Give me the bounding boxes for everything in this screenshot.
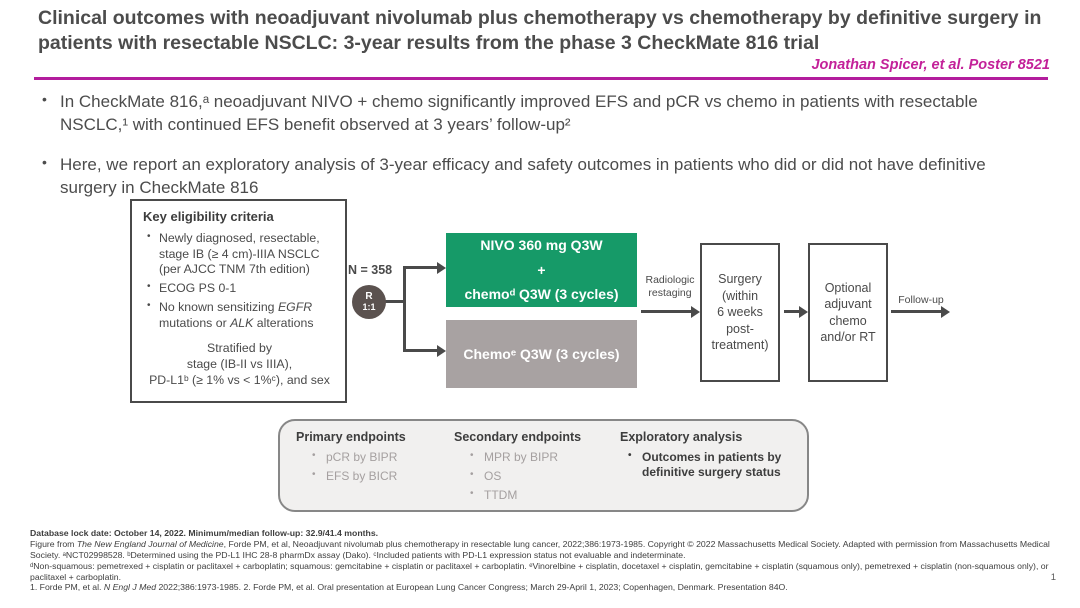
eligibility-box: Key eligibility criteria Newly diagnosed… — [130, 199, 347, 403]
adjuvant-box: Optional adjuvant chemo and/or RT — [808, 243, 888, 382]
enrollment-count: N = 358 — [348, 263, 393, 277]
secondary-endpoints-column: Secondary endpoints MPR by BIPR OS TTDM — [454, 430, 609, 507]
eligibility-item: Newly diagnosed, resectable, stage IB (≥… — [147, 231, 336, 278]
stratification-note: Stratified by stage (IB-II vs IIIA), PD-… — [149, 341, 330, 388]
endpoint-item: OS — [470, 469, 609, 484]
arrow-to-chemo-arm — [403, 344, 446, 357]
restaging-label: Radiologic restaging — [645, 274, 695, 299]
exploratory-analysis-column: Exploratory analysis Outcomes in patient… — [620, 430, 800, 484]
randomization-ratio: 1:1 — [362, 301, 376, 312]
author-attribution: Jonathan Spicer, et al. Poster 8521 — [811, 57, 1050, 73]
page-number: 1 — [1050, 572, 1056, 583]
secondary-endpoints-title: Secondary endpoints — [454, 430, 582, 444]
endpoint-item: pCR by BIPR — [312, 450, 446, 465]
eligibility-item: No known sensitizing EGFR mutations or A… — [147, 300, 336, 331]
surgery-box: Surgery (within 6 weeks post- treatment) — [700, 243, 780, 382]
surgery-label: Surgery (within 6 weeks post- treatment) — [711, 272, 769, 353]
randomization-r-label: R — [365, 291, 373, 303]
primary-endpoints-title: Primary endpoints — [296, 430, 406, 444]
arrow-to-surgery — [641, 305, 700, 318]
followup-label: Follow-up — [898, 294, 944, 306]
slide-title: Clinical outcomes with neoadjuvant nivol… — [38, 7, 1042, 55]
intro-bullet-list: In CheckMate 816,ᵃ neoadjuvant NIVO + ch… — [42, 90, 1010, 216]
footnote-references: 1. Forde PM, et al. N Engl J Med 2022;38… — [30, 582, 788, 593]
randomization-circle: R 1:1 — [352, 285, 386, 319]
endpoint-item: EFS by BICR — [312, 469, 446, 484]
followup-arrow — [891, 305, 950, 318]
nivo-arm-box: NIVO 360 mg Q3W + chemoᵈ Q3W (3 cycles) — [446, 233, 637, 307]
eligibility-item: ECOG PS 0-1 — [147, 281, 336, 297]
chemo-arm-box: Chemoᵉ Q3W (3 cycles) — [446, 320, 637, 388]
title-divider — [34, 77, 1048, 80]
endpoint-item: MPR by BIPR — [470, 450, 609, 465]
intro-bullet: In CheckMate 816,ᵃ neoadjuvant NIVO + ch… — [42, 90, 1010, 137]
primary-endpoints-column: Primary endpoints pCR by BIPR EFS by BIC… — [296, 430, 446, 488]
eligibility-title: Key eligibility criteria — [143, 209, 274, 224]
endpoint-item: Outcomes in patients by definitive surge… — [628, 450, 800, 480]
connector-stub — [383, 300, 405, 303]
adjuvant-label: Optional adjuvant chemo and/or RT — [820, 280, 876, 345]
endpoints-panel: Primary endpoints pCR by BIPR EFS by BIC… — [278, 419, 809, 512]
footnote-lock-date: Database lock date: October 14, 2022. Mi… — [30, 528, 379, 538]
footnote-regimens: ᵈNon-squamous: pemetrexed + cisplatin or… — [30, 560, 1049, 582]
intro-bullet: Here, we report an exploratory analysis … — [42, 153, 1010, 200]
arrow-to-adjuvant — [784, 305, 808, 318]
exploratory-analysis-title: Exploratory analysis — [620, 430, 743, 444]
footnote-figure-credit: Figure from The New England Journal of M… — [30, 538, 1050, 560]
arrow-to-nivo-arm — [403, 261, 446, 274]
connector-vertical — [403, 266, 406, 352]
endpoint-item: TTDM — [470, 488, 609, 503]
footnotes: Database lock date: October 14, 2022. Mi… — [30, 528, 1054, 593]
